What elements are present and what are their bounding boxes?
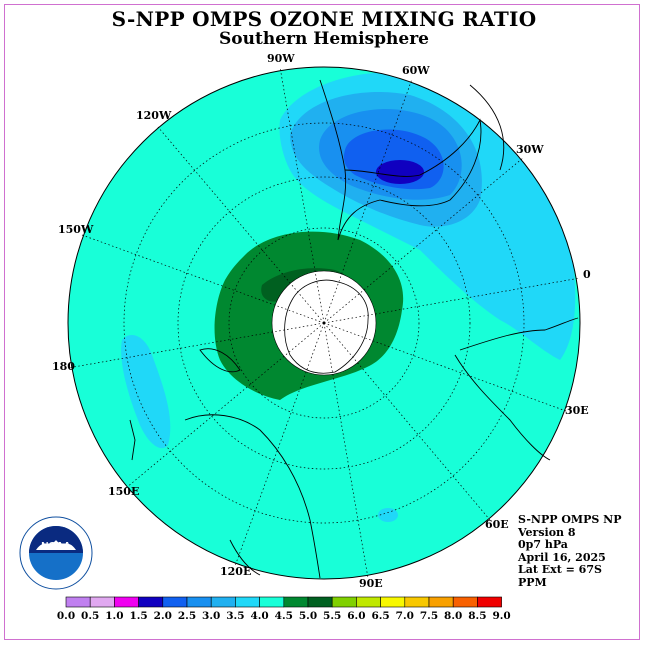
antarctica-coast	[284, 279, 369, 374]
image-frame	[4, 4, 640, 640]
noaa-logo-text: NOAA	[41, 541, 70, 552]
contour-3.5-south	[378, 508, 398, 522]
lon-label-120w: 120W	[136, 109, 172, 122]
lon-label-90e: 90E	[359, 577, 383, 590]
map-title: S-NPP OMPS OZONE MIXING RATIO	[111, 7, 537, 31]
info-pressure: 0p7 hPa	[518, 538, 568, 552]
lon-label-0: 0	[583, 268, 591, 281]
longitude-labels: 90W 60W 30W 0 30E 60E 90E 120E 150E 180 …	[52, 52, 591, 590]
ozone-field	[68, 67, 580, 579]
info-date: April 16, 2025	[518, 550, 606, 564]
lon-label-90w: 90W	[267, 52, 295, 65]
lon-label-120e: 120E	[220, 565, 251, 578]
south-pole-dot	[322, 321, 326, 325]
lon-label-150e: 150E	[108, 485, 139, 498]
map-boundary	[67, 66, 581, 580]
lon-label-30w: 30W	[516, 143, 544, 156]
lon-label-60e: 60E	[485, 518, 509, 531]
map-subtitle: Southern Hemisphere	[219, 29, 429, 49]
contour-1.5	[376, 160, 424, 184]
lon-label-30e: 30E	[565, 404, 589, 417]
contour-3.5-west	[121, 335, 171, 449]
info-units: PPM	[518, 575, 547, 589]
info-lat-extent: Lat Ext = 67S	[518, 563, 602, 577]
noaa-logo: NOAA	[19, 516, 93, 590]
lon-label-180: 180	[52, 360, 75, 373]
info-instrument: S-NPP OMPS NP	[518, 513, 622, 526]
coastlines	[129, 79, 579, 579]
graticule	[67, 66, 581, 579]
lon-label-60w: 60W	[402, 64, 430, 77]
info-version: Version 8	[518, 525, 576, 539]
lon-label-150w: 150W	[58, 223, 94, 236]
info-block: S-NPP OMPS NP Version 8 0p7 hPa April 16…	[518, 513, 622, 590]
